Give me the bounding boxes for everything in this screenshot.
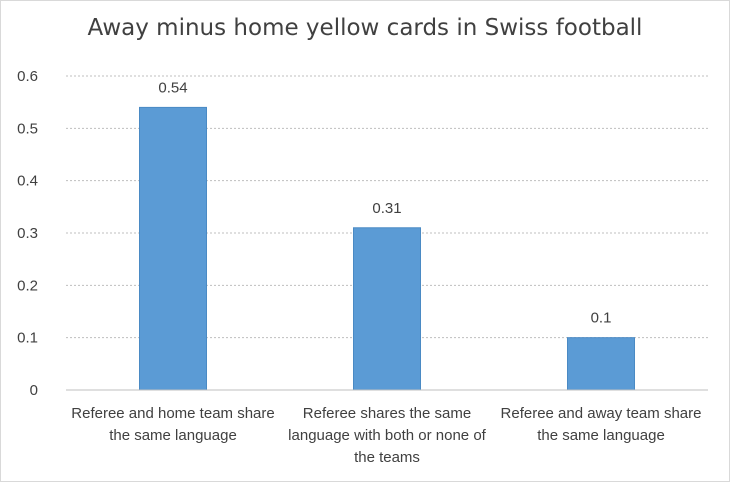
chart-title: Away minus home yellow cards in Swiss fo…: [87, 15, 643, 41]
x-category-label: Referee and home team share the same lan…: [71, 405, 275, 444]
data-label: 0.1: [591, 310, 612, 327]
bar: [139, 106, 207, 391]
y-tick-label: 0: [30, 382, 38, 399]
y-tick-label: 0.3: [17, 225, 38, 242]
data-label: 0.54: [158, 79, 187, 96]
y-tick-label: 0.4: [17, 173, 38, 190]
y-tick-label: 0.2: [17, 277, 38, 294]
y-tick-label: 0.6: [17, 68, 38, 85]
data-label: 0.31: [372, 200, 401, 217]
bar: [353, 227, 421, 391]
y-tick-label: 0.5: [17, 120, 38, 137]
y-tick-label: 0.1: [17, 330, 38, 347]
x-category-label: Referee shares the same language with bo…: [288, 405, 486, 466]
x-category-label: Referee and away team share the same lan…: [500, 405, 702, 444]
bar: [567, 337, 635, 391]
